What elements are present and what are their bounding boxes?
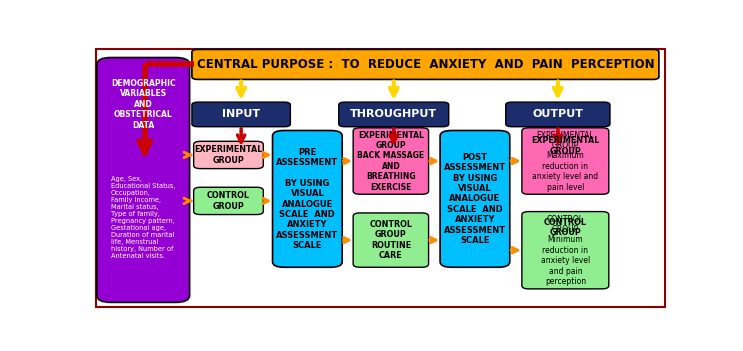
Text: CONTROL
GROUP: CONTROL GROUP	[544, 218, 587, 237]
Text: THROUGHPUT: THROUGHPUT	[350, 110, 438, 119]
Text: CONTROL
GROUP: CONTROL GROUP	[207, 191, 250, 211]
FancyBboxPatch shape	[440, 131, 510, 267]
FancyBboxPatch shape	[192, 102, 291, 127]
FancyBboxPatch shape	[506, 102, 610, 127]
Text: DEMOGRAPHIC
VARIABLES
AND
OBSTETRICAL
DATA: DEMOGRAPHIC VARIABLES AND OBSTETRICAL DA…	[111, 79, 175, 130]
FancyBboxPatch shape	[353, 213, 429, 267]
Text: PRE
ASSESSMENT

BY USING
VISUAL
ANALOGUE
SCALE  AND
ANXIETY
ASSESSMENT
SCALE: PRE ASSESSMENT BY USING VISUAL ANALOGUE …	[276, 147, 338, 250]
Text: EXPERIMENTAL
GROUP
BACK MASSAGE
AND
BREATHING
EXERCISE: EXPERIMENTAL GROUP BACK MASSAGE AND BREA…	[357, 131, 424, 192]
FancyBboxPatch shape	[522, 128, 609, 194]
Text: CONTROL
GROUP
ROUTINE
CARE: CONTROL GROUP ROUTINE CARE	[369, 220, 412, 260]
FancyBboxPatch shape	[192, 49, 659, 79]
FancyBboxPatch shape	[522, 212, 609, 289]
FancyBboxPatch shape	[273, 131, 343, 267]
Text: EXPERIMENTAL
GROUP: EXPERIMENTAL GROUP	[531, 137, 600, 156]
Text: INPUT: INPUT	[222, 110, 260, 119]
FancyBboxPatch shape	[194, 141, 263, 168]
Text: Age, Sex,
Educational Status,
Occupation,
Family Income,
Marital status,
Type of: Age, Sex, Educational Status, Occupation…	[111, 176, 175, 259]
FancyBboxPatch shape	[97, 58, 189, 303]
Text: POST
ASSESSMENT
BY USING
VISUAL
ANALOGUE
SCALE  AND
ANXIETY
ASSESSMENT
SCALE: POST ASSESSMENT BY USING VISUAL ANALOGUE…	[444, 153, 506, 245]
Text: CENTRAL PURPOSE :  TO  REDUCE  ANXIETY  AND  PAIN  PERCEPTION: CENTRAL PURPOSE : TO REDUCE ANXIETY AND …	[197, 58, 655, 71]
FancyBboxPatch shape	[353, 128, 429, 194]
FancyBboxPatch shape	[339, 102, 449, 127]
Text: EXPERIMENTAL
GROUP
Maximum
reduction in
anxiety level and
pain level: EXPERIMENTAL GROUP Maximum reduction in …	[532, 131, 598, 192]
FancyBboxPatch shape	[194, 187, 263, 214]
Text: EXPERIMENTAL
GROUP: EXPERIMENTAL GROUP	[194, 145, 263, 165]
Text: CONTROL
GROUP
Minimum
reduction in
anxiety level
and pain
perception: CONTROL GROUP Minimum reduction in anxie…	[541, 214, 590, 286]
Text: OUTPUT: OUTPUT	[532, 110, 583, 119]
